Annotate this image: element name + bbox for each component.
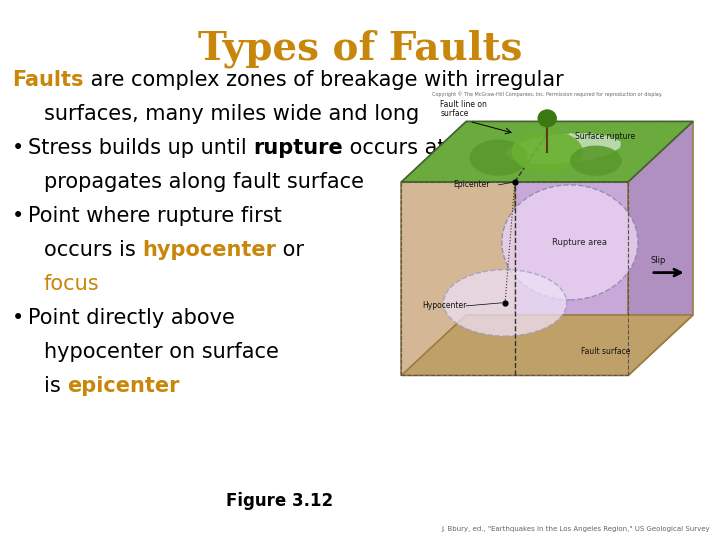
Text: is: is	[44, 376, 68, 396]
Ellipse shape	[505, 133, 621, 164]
Text: Fault surface: Fault surface	[581, 347, 630, 356]
Text: hypocenter: hypocenter	[143, 240, 276, 260]
Text: •: •	[12, 206, 24, 226]
Polygon shape	[402, 315, 693, 375]
Polygon shape	[515, 182, 628, 375]
Text: surfaces, many miles wide and long: surfaces, many miles wide and long	[44, 104, 419, 124]
Text: surface: surface	[441, 110, 469, 118]
Text: or: or	[276, 240, 305, 260]
Text: Types of Faults: Types of Faults	[198, 30, 522, 69]
Text: Epicenter: Epicenter	[454, 180, 490, 190]
Ellipse shape	[512, 131, 583, 173]
Text: Slip: Slip	[651, 256, 666, 265]
Text: focus: focus	[44, 274, 99, 294]
Ellipse shape	[469, 139, 528, 176]
Ellipse shape	[570, 146, 622, 176]
Text: propagates along fault surface: propagates along fault surface	[44, 172, 364, 192]
Text: rupture: rupture	[253, 138, 343, 158]
Text: are complex zones of breakage with irregular: are complex zones of breakage with irreg…	[84, 70, 563, 90]
Polygon shape	[402, 122, 693, 182]
Text: Fault line on: Fault line on	[441, 100, 487, 109]
Text: Surface rupture: Surface rupture	[575, 132, 636, 141]
Text: Stress builds up until: Stress builds up until	[28, 138, 253, 158]
Ellipse shape	[502, 185, 638, 300]
Text: Copyright © The McGraw-Hill Companies, Inc. Permission required for reproduction: Copyright © The McGraw-Hill Companies, I…	[432, 92, 662, 97]
Text: •: •	[12, 308, 24, 328]
Text: Hypocenter: Hypocenter	[422, 301, 467, 310]
Text: occurs at weak point and: occurs at weak point and	[343, 138, 613, 158]
Text: Point directly above: Point directly above	[28, 308, 235, 328]
Text: epicenter: epicenter	[68, 376, 180, 396]
Polygon shape	[628, 122, 693, 375]
Polygon shape	[402, 182, 515, 375]
Text: occurs is: occurs is	[44, 240, 143, 260]
Text: Figure 3.12: Figure 3.12	[226, 492, 333, 510]
Text: Point where rupture first: Point where rupture first	[28, 206, 282, 226]
Text: Faults: Faults	[12, 70, 84, 90]
Text: J. Bbury, ed., "Earthquakes in the Los Angeles Region," US Geological Survey: J. Bbury, ed., "Earthquakes in the Los A…	[441, 526, 710, 532]
Ellipse shape	[537, 109, 557, 127]
Ellipse shape	[444, 269, 567, 336]
Text: hypocenter on surface: hypocenter on surface	[44, 342, 279, 362]
Text: •: •	[12, 138, 24, 158]
Text: Rupture area: Rupture area	[552, 238, 607, 247]
